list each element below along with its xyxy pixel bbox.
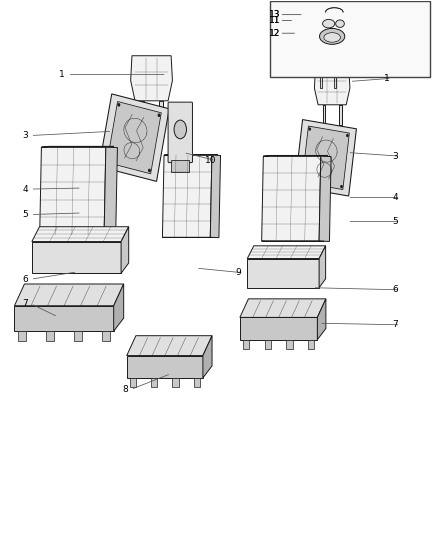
Text: 4: 4 <box>392 193 398 202</box>
Polygon shape <box>127 336 212 356</box>
Polygon shape <box>240 299 326 317</box>
Polygon shape <box>308 340 314 349</box>
Bar <box>270 2 430 77</box>
Bar <box>339 105 342 125</box>
Polygon shape <box>240 317 318 340</box>
Polygon shape <box>243 340 249 349</box>
Circle shape <box>308 127 311 131</box>
Text: 3: 3 <box>22 131 28 140</box>
Polygon shape <box>302 126 350 190</box>
Circle shape <box>303 179 305 182</box>
Text: 13: 13 <box>268 10 280 19</box>
Polygon shape <box>261 156 321 241</box>
Text: 10: 10 <box>205 156 216 165</box>
Polygon shape <box>162 155 212 237</box>
Text: 6: 6 <box>22 274 28 284</box>
Polygon shape <box>121 227 129 273</box>
Text: 7: 7 <box>22 299 28 308</box>
Polygon shape <box>32 227 129 241</box>
Polygon shape <box>203 336 212 378</box>
Bar <box>159 101 163 126</box>
Text: 1: 1 <box>60 70 65 79</box>
Circle shape <box>108 158 111 162</box>
Text: 9: 9 <box>236 268 241 277</box>
Polygon shape <box>194 378 200 387</box>
Ellipse shape <box>320 28 345 44</box>
Polygon shape <box>318 299 326 340</box>
Text: 4: 4 <box>22 184 28 193</box>
Text: 3: 3 <box>392 152 398 161</box>
Polygon shape <box>265 340 271 349</box>
Bar <box>320 71 322 88</box>
Text: 11: 11 <box>268 16 280 25</box>
Polygon shape <box>295 119 357 196</box>
Polygon shape <box>14 284 124 306</box>
Polygon shape <box>114 284 124 331</box>
Text: 5: 5 <box>22 210 28 219</box>
Circle shape <box>148 168 151 172</box>
Polygon shape <box>314 68 350 105</box>
Polygon shape <box>102 331 110 341</box>
Circle shape <box>346 134 349 137</box>
Ellipse shape <box>324 33 340 42</box>
Polygon shape <box>127 356 203 378</box>
Text: 11: 11 <box>268 16 280 25</box>
Polygon shape <box>173 378 179 387</box>
Polygon shape <box>130 378 136 387</box>
Polygon shape <box>107 101 161 174</box>
Text: 6: 6 <box>392 285 398 294</box>
Bar <box>333 71 336 88</box>
Polygon shape <box>46 331 54 341</box>
Polygon shape <box>131 56 173 101</box>
Text: 8: 8 <box>123 385 128 394</box>
Polygon shape <box>32 241 121 273</box>
Polygon shape <box>14 306 114 331</box>
Text: 5: 5 <box>392 217 398 226</box>
Circle shape <box>158 114 161 117</box>
Polygon shape <box>247 246 325 259</box>
Polygon shape <box>104 147 117 235</box>
Text: 12: 12 <box>268 29 280 38</box>
Polygon shape <box>319 156 331 241</box>
Bar <box>171 160 189 172</box>
Polygon shape <box>319 246 325 288</box>
FancyBboxPatch shape <box>168 102 192 163</box>
Polygon shape <box>99 94 169 181</box>
Circle shape <box>117 103 120 107</box>
Polygon shape <box>247 259 319 288</box>
Text: 13: 13 <box>268 10 280 19</box>
Bar <box>323 105 325 125</box>
Polygon shape <box>18 331 26 341</box>
Ellipse shape <box>336 20 344 27</box>
Circle shape <box>340 185 343 188</box>
Polygon shape <box>74 331 82 341</box>
Polygon shape <box>286 340 293 349</box>
Text: 7: 7 <box>392 320 398 329</box>
Polygon shape <box>313 39 343 71</box>
Ellipse shape <box>322 19 335 28</box>
Polygon shape <box>40 147 106 235</box>
Polygon shape <box>210 155 220 238</box>
Text: 12: 12 <box>268 29 280 38</box>
Bar <box>140 101 144 126</box>
Ellipse shape <box>174 120 187 139</box>
Text: 1: 1 <box>384 74 389 83</box>
Polygon shape <box>151 378 157 387</box>
